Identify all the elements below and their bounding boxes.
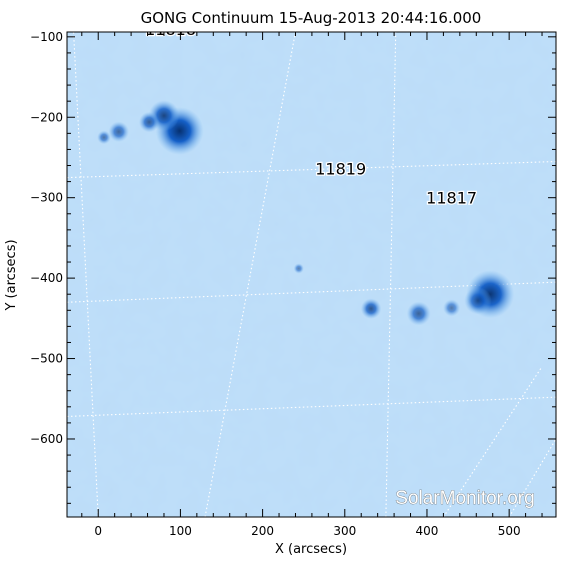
- x-tick-label: 100: [169, 524, 192, 538]
- y-axis-label: Y (arcsecs): [4, 239, 19, 311]
- chart-title: GONG Continuum 15-Aug-2013 20:44:16.000: [141, 9, 482, 27]
- watermark-solarmonitor: SolarMonitor.org: [395, 488, 534, 509]
- grid-line: [67, 160, 556, 179]
- x-tick-label: 200: [251, 524, 274, 538]
- sunspot: [293, 263, 304, 274]
- region-label: 11817: [426, 189, 477, 208]
- sunspot-layer: [97, 100, 515, 326]
- grid-line: [73, 32, 99, 517]
- x-axis-label: X (arcsecs): [275, 542, 347, 557]
- grid-line: [67, 27, 556, 30]
- sunspot: [406, 301, 431, 326]
- x-tick-label: 0: [94, 524, 102, 538]
- sunspot: [464, 286, 492, 315]
- y-tick-label: −300: [30, 191, 63, 205]
- heliographic-grid: [67, 27, 556, 517]
- region-label: 11818: [145, 20, 196, 39]
- region-label: 11819: [315, 160, 366, 179]
- y-tick-label: −200: [30, 110, 63, 124]
- x-axis: 0 100 200 300 400 500: [81, 32, 543, 538]
- grid-line: [385, 32, 397, 517]
- y-tick-label: −100: [30, 30, 63, 44]
- x-tick-label: 400: [416, 524, 439, 538]
- sunspot: [97, 130, 111, 145]
- plot-area: 11818 11819 11817: [67, 20, 556, 517]
- sunspot: [360, 298, 382, 319]
- x-tick-label: 300: [333, 524, 356, 538]
- sunspot: [108, 121, 130, 142]
- grid-line: [67, 281, 556, 303]
- sunspot: [443, 299, 461, 317]
- y-tick-label: −400: [30, 271, 63, 285]
- sunspot: [138, 111, 160, 133]
- y-tick-label: −500: [30, 352, 63, 366]
- grid-line: [67, 396, 556, 418]
- y-tick-label: −600: [30, 432, 63, 446]
- x-tick-label: 500: [498, 524, 521, 538]
- region-label-layer: 11818 11819 11817: [144, 20, 478, 209]
- y-axis: −100 −200 −300 −400 −500 −600: [30, 30, 556, 504]
